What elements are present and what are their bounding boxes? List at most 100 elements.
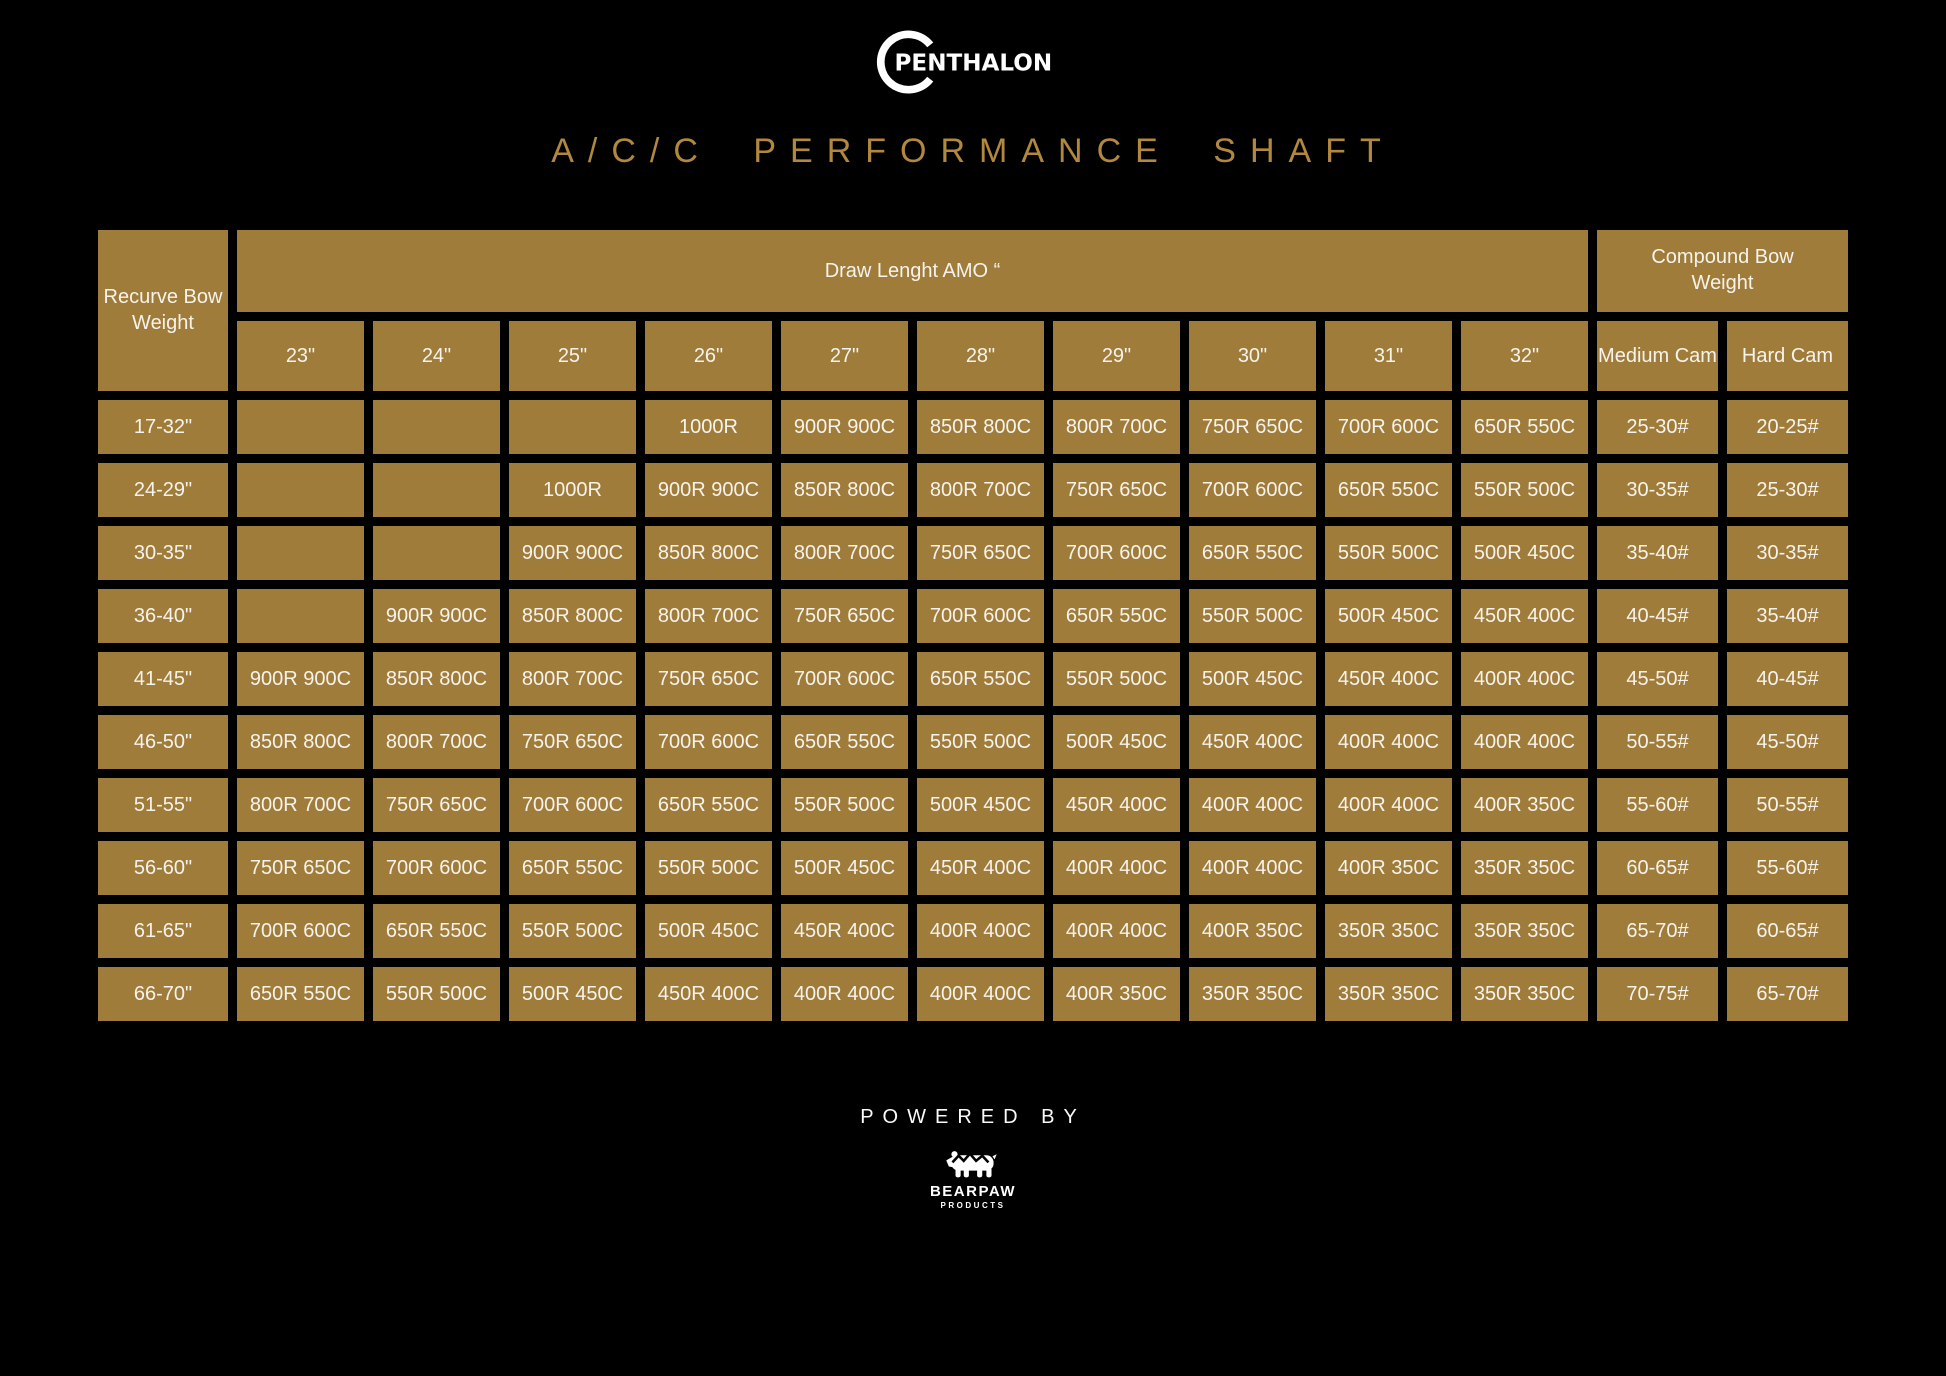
draw-length-column-header: 26" [645, 321, 772, 391]
shaft-spec-cell: 750R 650C [917, 526, 1044, 580]
compound-header-label: Compound Bow Weight [1651, 246, 1794, 294]
shaft-spec-cell: 550R 500C [1325, 526, 1452, 580]
shaft-spec-cell: 750R 650C [1189, 400, 1316, 454]
bear-icon [946, 1151, 997, 1178]
row-label-cell: 61-65" [98, 904, 228, 958]
draw-length-column-header: 28" [917, 321, 1044, 391]
shaft-spec-cell: 400R 400C [1053, 841, 1180, 895]
shaft-spec-cell: 850R 800C [781, 463, 908, 517]
shaft-spec-cell: 550R 500C [1461, 463, 1588, 517]
shaft-spec-cell: 550R 500C [509, 904, 636, 958]
draw-length-column-header: 27" [781, 321, 908, 391]
shaft-spec-cell: 800R 700C [237, 778, 364, 832]
table-row: 24-29" 1000R 900R 900C 850R 800C 800R 700C 75… [98, 463, 1848, 517]
shaft-spec-cell: 650R 550C [237, 967, 364, 1021]
group-header-row: Recurve Bow Weight Draw Lenght AMO “ Com… [98, 230, 1848, 391]
shaft-spec-cell [373, 463, 500, 517]
hard-cam-value-cell: 35-40# [1727, 589, 1848, 643]
medium-cam-value-cell: 40-45# [1597, 589, 1718, 643]
shaft-spec-cell: 450R 400C [1461, 589, 1588, 643]
shaft-spec-cell: 900R 900C [509, 526, 636, 580]
shaft-spec-cell: 900R 900C [645, 463, 772, 517]
shaft-spec-cell: 400R 400C [1053, 904, 1180, 958]
shaft-spec-cell: 800R 700C [781, 526, 908, 580]
shaft-spec-cell: 800R 700C [645, 589, 772, 643]
shaft-spec-cell: 400R 400C [1189, 778, 1316, 832]
penthalon-wordmark: PENTHALON [895, 50, 1053, 76]
row-label-cell: 66-70" [98, 967, 228, 1021]
shaft-spec-cell: 400R 400C [1325, 778, 1452, 832]
shaft-spec-cell: 650R 550C [1189, 526, 1316, 580]
shaft-spec-cell: 900R 900C [373, 589, 500, 643]
shaft-spec-cell: 350R 350C [1461, 967, 1588, 1021]
shaft-spec-cell: 400R 400C [917, 967, 1044, 1021]
shaft-spec-cell: 850R 800C [373, 652, 500, 706]
shaft-spec-cell: 650R 550C [1461, 400, 1588, 454]
bearpaw-logo: BEARPAW PRODUCTS [0, 1147, 1946, 1210]
shaft-spec-cell: 500R 450C [509, 967, 636, 1021]
shaft-spec-cell: 350R 350C [1461, 841, 1588, 895]
shaft-spec-cell: 700R 600C [373, 841, 500, 895]
table-row: 41-45" 900R 900C 850R 800C 800R 700C 750R 65… [98, 652, 1848, 706]
hard-cam-value-cell: 40-45# [1727, 652, 1848, 706]
shaft-spec-cell: 900R 900C [781, 400, 908, 454]
row-label-cell: 41-45" [98, 652, 228, 706]
shaft-spec-cell: 400R 400C [917, 904, 1044, 958]
shaft-spec-cell: 550R 500C [781, 778, 908, 832]
shaft-spec-cell: 550R 500C [1189, 589, 1316, 643]
shaft-spec-cell: 650R 550C [1325, 463, 1452, 517]
shaft-spec-cell: 400R 350C [1325, 841, 1452, 895]
draw-length-column-header: 24" [373, 321, 500, 391]
medium-cam-value-cell: 45-50# [1597, 652, 1718, 706]
shaft-spec-cell: 400R 350C [1053, 967, 1180, 1021]
shaft-spec-cell: 750R 650C [1053, 463, 1180, 517]
shaft-spec-cell: 850R 800C [509, 589, 636, 643]
shaft-spec-cell: 750R 650C [373, 778, 500, 832]
hard-cam-value-cell: 65-70# [1727, 967, 1848, 1021]
shaft-spec-cell: 850R 800C [645, 526, 772, 580]
shaft-spec-cell: 450R 400C [781, 904, 908, 958]
draw-length-column-header: 30" [1189, 321, 1316, 391]
shaft-spec-cell [237, 526, 364, 580]
shaft-spec-cell: 450R 400C [1325, 652, 1452, 706]
shaft-spec-cell: 1000R [509, 463, 636, 517]
shaft-spec-cell: 350R 350C [1461, 904, 1588, 958]
shaft-spec-cell: 750R 650C [237, 841, 364, 895]
shaft-spec-cell: 650R 550C [373, 904, 500, 958]
shaft-spec-cell: 500R 450C [1189, 652, 1316, 706]
table-row: 51-55" 800R 700C 750R 650C 700R 600C 650R 55… [98, 778, 1848, 832]
shaft-spec-cell: 450R 400C [1053, 778, 1180, 832]
medium-cam-value-cell: 60-65# [1597, 841, 1718, 895]
draw-length-header-cell: Draw Lenght AMO “ [237, 230, 1588, 312]
table-row: 17-32" 1000R 900R 900C 850R 800C 800R 700C 75… [98, 400, 1848, 454]
shaft-selection-table: Recurve Bow Weight Draw Lenght AMO “ Com… [89, 221, 1857, 1030]
shaft-spec-cell: 400R 400C [1189, 841, 1316, 895]
row-label-cell: 30-35" [98, 526, 228, 580]
shaft-spec-cell [237, 463, 364, 517]
compound-header-cell: Compound Bow Weight [1597, 230, 1848, 312]
draw-length-column-header: 31" [1325, 321, 1452, 391]
hard-cam-value-cell: 45-50# [1727, 715, 1848, 769]
shaft-spec-cell: 450R 400C [917, 841, 1044, 895]
powered-by-label: POWERED BY [860, 1106, 1086, 1128]
hard-cam-value-cell: 55-60# [1727, 841, 1848, 895]
medium-cam-value-cell: 30-35# [1597, 463, 1718, 517]
shaft-spec-cell: 550R 500C [917, 715, 1044, 769]
shaft-spec-cell: 400R 350C [1461, 778, 1588, 832]
row-label-cell: 51-55" [98, 778, 228, 832]
shaft-spec-cell [237, 400, 364, 454]
row-label-cell: 17-32" [98, 400, 228, 454]
table-row: 46-50" 850R 800C 800R 700C 750R 650C 700R 60… [98, 715, 1848, 769]
shaft-spec-cell: 500R 450C [781, 841, 908, 895]
shaft-spec-cell: 650R 550C [645, 778, 772, 832]
shaft-spec-cell: 500R 450C [1461, 526, 1588, 580]
medium-cam-value-cell: 50-55# [1597, 715, 1718, 769]
shaft-spec-cell: 400R 400C [1461, 715, 1588, 769]
shaft-spec-cell: 400R 400C [1325, 715, 1452, 769]
shaft-spec-cell: 800R 700C [509, 652, 636, 706]
draw-length-column-header: 32" [1461, 321, 1588, 391]
medium-cam-header-cell: Medium Cam [1597, 321, 1718, 391]
column-header-row: 23" 24" 25" 26" 27" 28" 29" 30" 31" 32" … [98, 321, 1848, 391]
shaft-spec-cell: 650R 550C [1053, 589, 1180, 643]
shaft-spec-cell [373, 400, 500, 454]
